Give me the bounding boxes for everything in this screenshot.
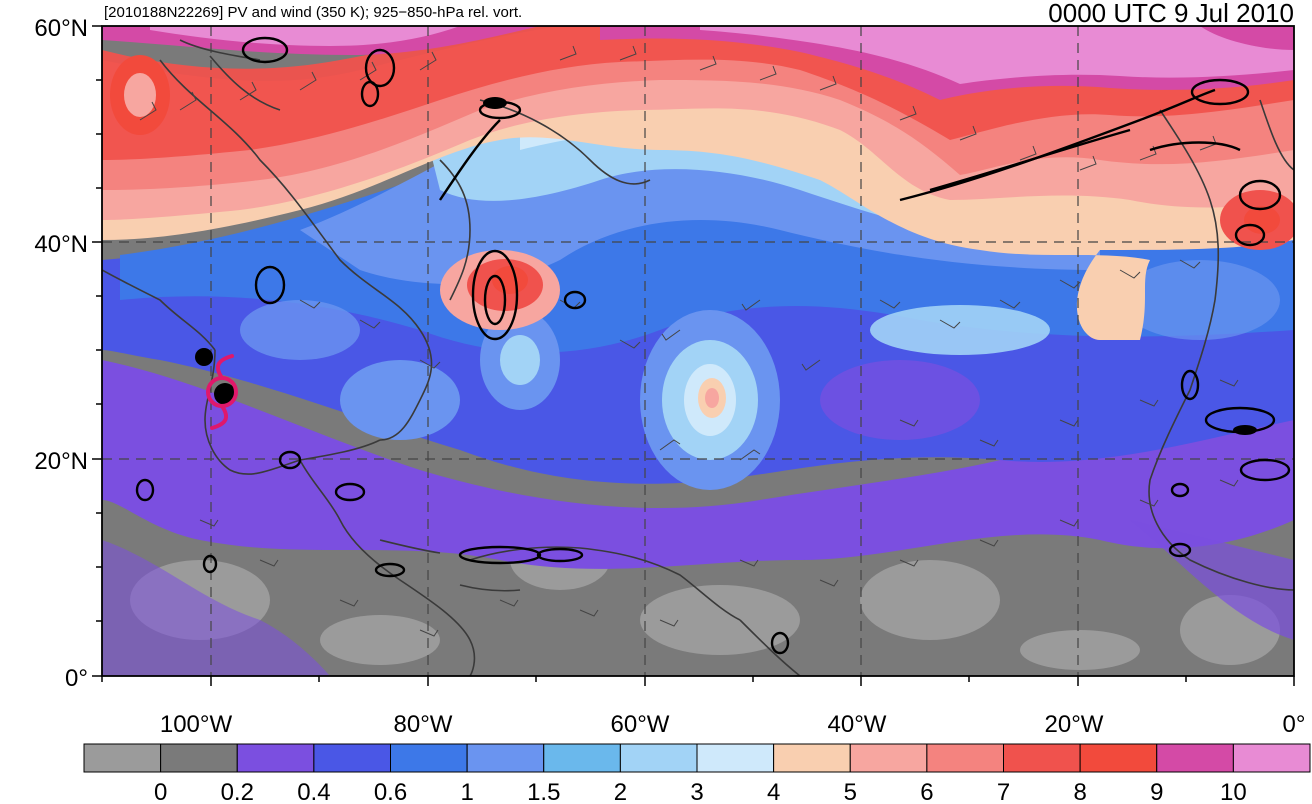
map-title: [2010188N22269] PV and wind (350 K); 925… [104,4,523,21]
colorbar-tick-label: 2 [614,779,627,804]
colorbar-tick-label: 0.2 [221,779,254,804]
lat-label: 20°N [34,448,88,475]
colorbar-swatch [619,743,698,773]
lon-label: 60°W [611,711,670,738]
colorbar-tick-label: 0 [154,779,167,804]
colorbar-swatch [313,743,391,773]
colorbar-swatch [160,743,238,773]
colorbar-swatch [773,743,851,773]
colorbar-tick-label: 1 [460,779,473,804]
lon-label: 40°W [828,711,887,738]
colorbar-tick-label: 5 [844,779,857,804]
lon-label: 100°W [160,711,233,738]
colorbar [83,743,1311,773]
colorbar-tick-label: 0.4 [297,779,330,804]
lon-label: 0° [1283,711,1306,738]
pv-shading-field [102,26,1294,676]
latitude-labels: 60°N 40°N 20°N 0° [34,15,88,692]
colorbar-swatch [1003,743,1081,773]
colorbar-swatch [543,743,621,773]
colorbar-tick-label: 6 [920,779,933,804]
colorbar-tick-label: 0.6 [374,779,407,804]
colorbar-swatch [1232,743,1311,773]
vorticity-contours [135,36,1291,655]
vorticity-maxima [195,97,1257,435]
colorbar-tick-label: 7 [997,779,1010,804]
colorbar-swatch [83,743,162,773]
wind-barbs [139,45,1239,637]
graticule [102,26,1294,676]
lat-label: 40°N [34,231,88,258]
colorbar-swatch [466,743,545,773]
colorbar-swatch [849,743,928,773]
lat-label: 60°N [34,15,88,42]
colorbar-tick-label: 1.5 [527,779,560,804]
colorbar-swatch [696,743,775,773]
lon-label: 20°W [1045,711,1104,738]
colorbar-swatch [926,743,1004,773]
colorbar-swatch [236,743,315,773]
colorbar-tick-label: 10 [1220,779,1247,804]
colorbar-tick-label: 8 [1073,779,1086,804]
hurricane-symbol [206,354,238,430]
colorbar-tick-label: 3 [690,779,703,804]
longitude-labels: 100°W 80°W 60°W 40°W 20°W 0° [160,711,1306,738]
axis-ticks [92,25,1295,686]
coastlines [102,39,1294,676]
colorbar-swatch [390,743,468,773]
colorbar-tick-label: 4 [767,779,780,804]
lon-label: 80°W [394,711,453,738]
colorbar-swatch [1079,743,1158,773]
colorbar-swatch [1156,743,1234,773]
valid-time: 0000 UTC 9 Jul 2010 [1048,0,1294,28]
colorbar-tick-label: 9 [1150,779,1163,804]
colorbar-tick-labels: 0 0.2 0.4 0.6 1 1.5 2 3 4 5 6 7 8 9 10 [154,779,1247,804]
plot-frame [101,25,1295,677]
lat-label: 0° [65,665,88,692]
